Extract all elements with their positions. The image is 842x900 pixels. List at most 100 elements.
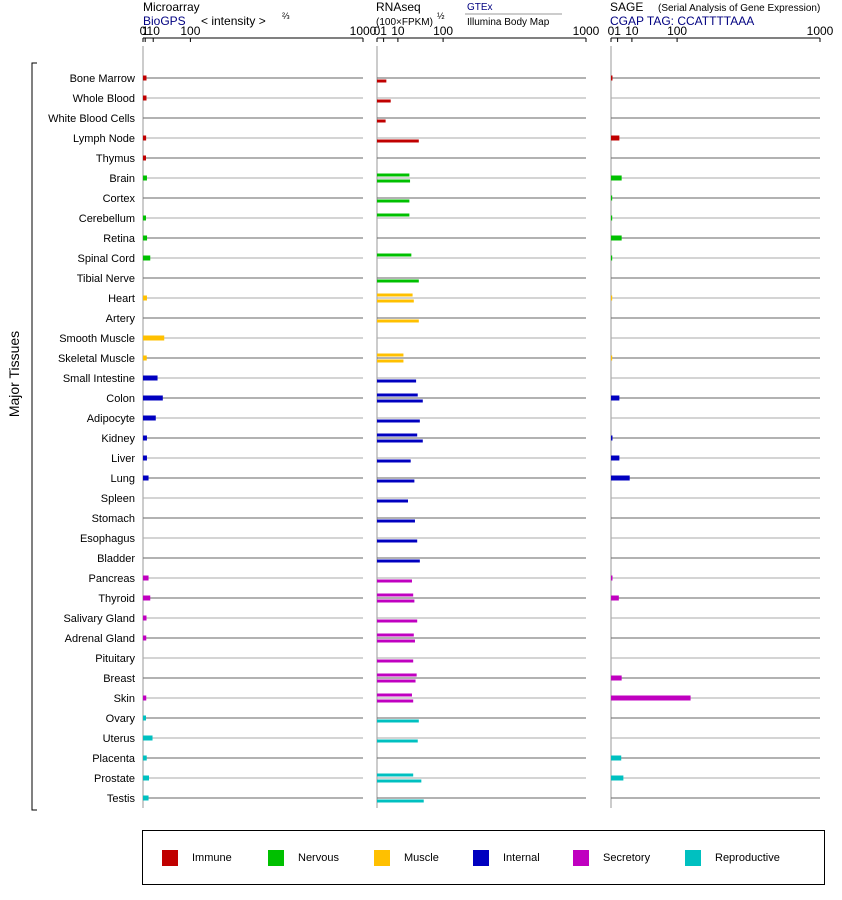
sage-bar-skeletal-muscle	[611, 355, 613, 361]
legend-swatch-secretory	[573, 850, 589, 866]
sage-bar-skin	[611, 695, 691, 701]
sage-bar-lung	[611, 475, 630, 481]
illumina-bar-adipocyte	[377, 419, 420, 423]
tissue-label-stomach: Stomach	[92, 513, 135, 525]
illumina-bar-adrenal-gland	[377, 639, 415, 643]
illumina-bar-tibial-nerve	[377, 279, 419, 283]
legend-swatch-internal	[473, 850, 489, 866]
tissue-label-tibial-nerve: Tibial Nerve	[77, 273, 135, 285]
microarray-units: < intensity >	[201, 14, 266, 28]
microarray-bar-pancreas	[143, 575, 149, 581]
tissue-label-brain: Brain	[109, 173, 135, 185]
microarray-bar-ovary	[143, 715, 147, 721]
tissue-label-retina: Retina	[103, 233, 136, 245]
microarray-bar-whole-blood	[143, 95, 147, 101]
legend-item-nervous: Nervous	[268, 849, 339, 867]
illumina-bar-skin	[377, 699, 414, 703]
gtex-bar-thyroid	[377, 593, 414, 597]
tissue-label-bone-marrow: Bone Marrow	[70, 73, 135, 85]
sage-tick-label-100: 100	[667, 24, 687, 38]
tissue-label-spleen: Spleen	[101, 493, 135, 505]
tissue-label-pituitary: Pituitary	[95, 653, 135, 665]
sage-bar-lymph-node	[611, 135, 620, 141]
sage-bar-placenta	[611, 755, 622, 761]
tissue-label-heart: Heart	[108, 293, 135, 305]
legend-swatch-reproductive	[685, 850, 701, 866]
sage-tick-label-1000: 1000	[807, 24, 834, 38]
gtex-bar-heart	[377, 293, 413, 297]
legend-label-reproductive: Reproductive	[715, 852, 780, 864]
illumina-bar-ovary	[377, 719, 419, 723]
rnaseq-exponent: ½	[437, 11, 445, 21]
legend-item-muscle: Muscle	[374, 849, 439, 867]
tissue-label-white-blood-cells: White Blood Cells	[48, 113, 135, 125]
illumina-bar-colon	[377, 399, 423, 403]
tissue-label-colon: Colon	[106, 393, 135, 405]
gtex-bar-cerebellum	[377, 213, 410, 217]
gtex-bar-skeletal-muscle	[377, 353, 404, 357]
tissue-label-breast: Breast	[103, 673, 135, 685]
tissue-label-whole-blood: Whole Blood	[73, 93, 135, 105]
sage-bar-bone-marrow	[611, 75, 613, 81]
illumina-bar-thyroid	[377, 599, 415, 603]
tissue-label-placenta: Placenta	[92, 753, 136, 765]
illumina-bar-pituitary	[377, 659, 414, 663]
sage-tick-label-1: 1	[614, 24, 621, 38]
tissue-label-ovary: Ovary	[106, 713, 136, 725]
tissue-label-small-intestine: Small Intestine	[63, 373, 135, 385]
tissue-label-lymph-node: Lymph Node	[73, 133, 135, 145]
legend-label-nervous: Nervous	[298, 852, 339, 864]
legend-item-internal: Internal	[473, 849, 540, 867]
tissue-label-smooth-muscle: Smooth Muscle	[59, 333, 135, 345]
tissue-label-spinal-cord: Spinal Cord	[78, 253, 135, 265]
micro-tick-label-1000: 1000	[350, 24, 377, 38]
illumina-bar-artery	[377, 319, 419, 323]
microarray-bar-cerebellum	[143, 215, 147, 221]
micro-tick-label-0: 0	[140, 24, 147, 38]
microarray-bar-uterus	[143, 735, 153, 741]
legend-swatch-muscle	[374, 850, 390, 866]
microarray-bar-brain	[143, 175, 147, 181]
gtex-bar-spinal-cord	[377, 253, 412, 257]
legend-item-immune: Immune	[162, 849, 232, 867]
tissue-label-cortex: Cortex	[103, 193, 136, 205]
sage-bar-breast	[611, 675, 622, 681]
microarray-bar-bone-marrow	[143, 75, 147, 81]
illumina-bar-heart	[377, 299, 414, 303]
microarray-bar-skeletal-muscle	[143, 355, 147, 361]
tissue-label-thyroid: Thyroid	[98, 593, 135, 605]
gtex-label: GTEx	[467, 2, 493, 13]
y-axis-label: Major Tissues	[6, 331, 22, 417]
tissue-label-adipocyte: Adipocyte	[87, 413, 135, 425]
illumina-bar-pancreas	[377, 579, 412, 583]
illumina-bar-cortex	[377, 199, 410, 203]
y-axis-bracket	[31, 62, 37, 811]
tissue-label-liver: Liver	[111, 453, 135, 465]
illumina-bar-small-intestine	[377, 379, 417, 383]
illumina-bar-esophagus	[377, 539, 418, 543]
legend-item-secretory: Secretory	[573, 849, 650, 867]
illumina-bar-salivary-gland	[377, 619, 418, 623]
expression-chart: Microarray BioGPS < intensity > ⅔ RNAseq…	[6, 0, 834, 811]
sage-tick-label-0: 0	[608, 24, 615, 38]
sage-title: SAGE	[610, 0, 643, 14]
biogps-label: BioGPS	[143, 14, 186, 28]
rna-tick-label-10: 10	[391, 24, 405, 38]
sage-bar-liver	[611, 455, 620, 461]
gtex-bar-breast	[377, 673, 417, 677]
sage-bar-pancreas	[611, 575, 613, 581]
tissue-label-cerebellum: Cerebellum	[79, 213, 135, 225]
tissue-label-skin: Skin	[114, 693, 135, 705]
micro-tick-label-100: 100	[180, 24, 200, 38]
illumina-bar-stomach	[377, 519, 415, 523]
microarray-bar-testis	[143, 795, 149, 801]
microarray-bar-retina	[143, 235, 148, 241]
sage-bar-kidney	[611, 435, 613, 441]
tissue-label-testis: Testis	[107, 793, 136, 805]
tissue-label-artery: Artery	[106, 313, 136, 325]
illumina-bar-testis	[377, 799, 424, 803]
sage-bar-prostate	[611, 775, 624, 781]
illumina-bar-lung	[377, 479, 415, 483]
microarray-bar-skin	[143, 695, 147, 701]
sage-subtitle: (Serial Analysis of Gene Expression)	[658, 3, 820, 14]
